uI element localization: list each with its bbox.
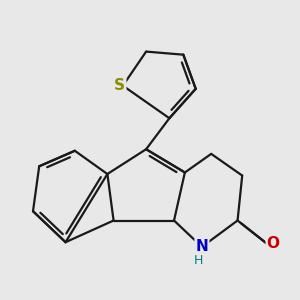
Text: O: O — [267, 236, 280, 251]
Text: H: H — [194, 254, 203, 267]
Text: S: S — [114, 78, 125, 93]
Text: N: N — [196, 239, 208, 254]
